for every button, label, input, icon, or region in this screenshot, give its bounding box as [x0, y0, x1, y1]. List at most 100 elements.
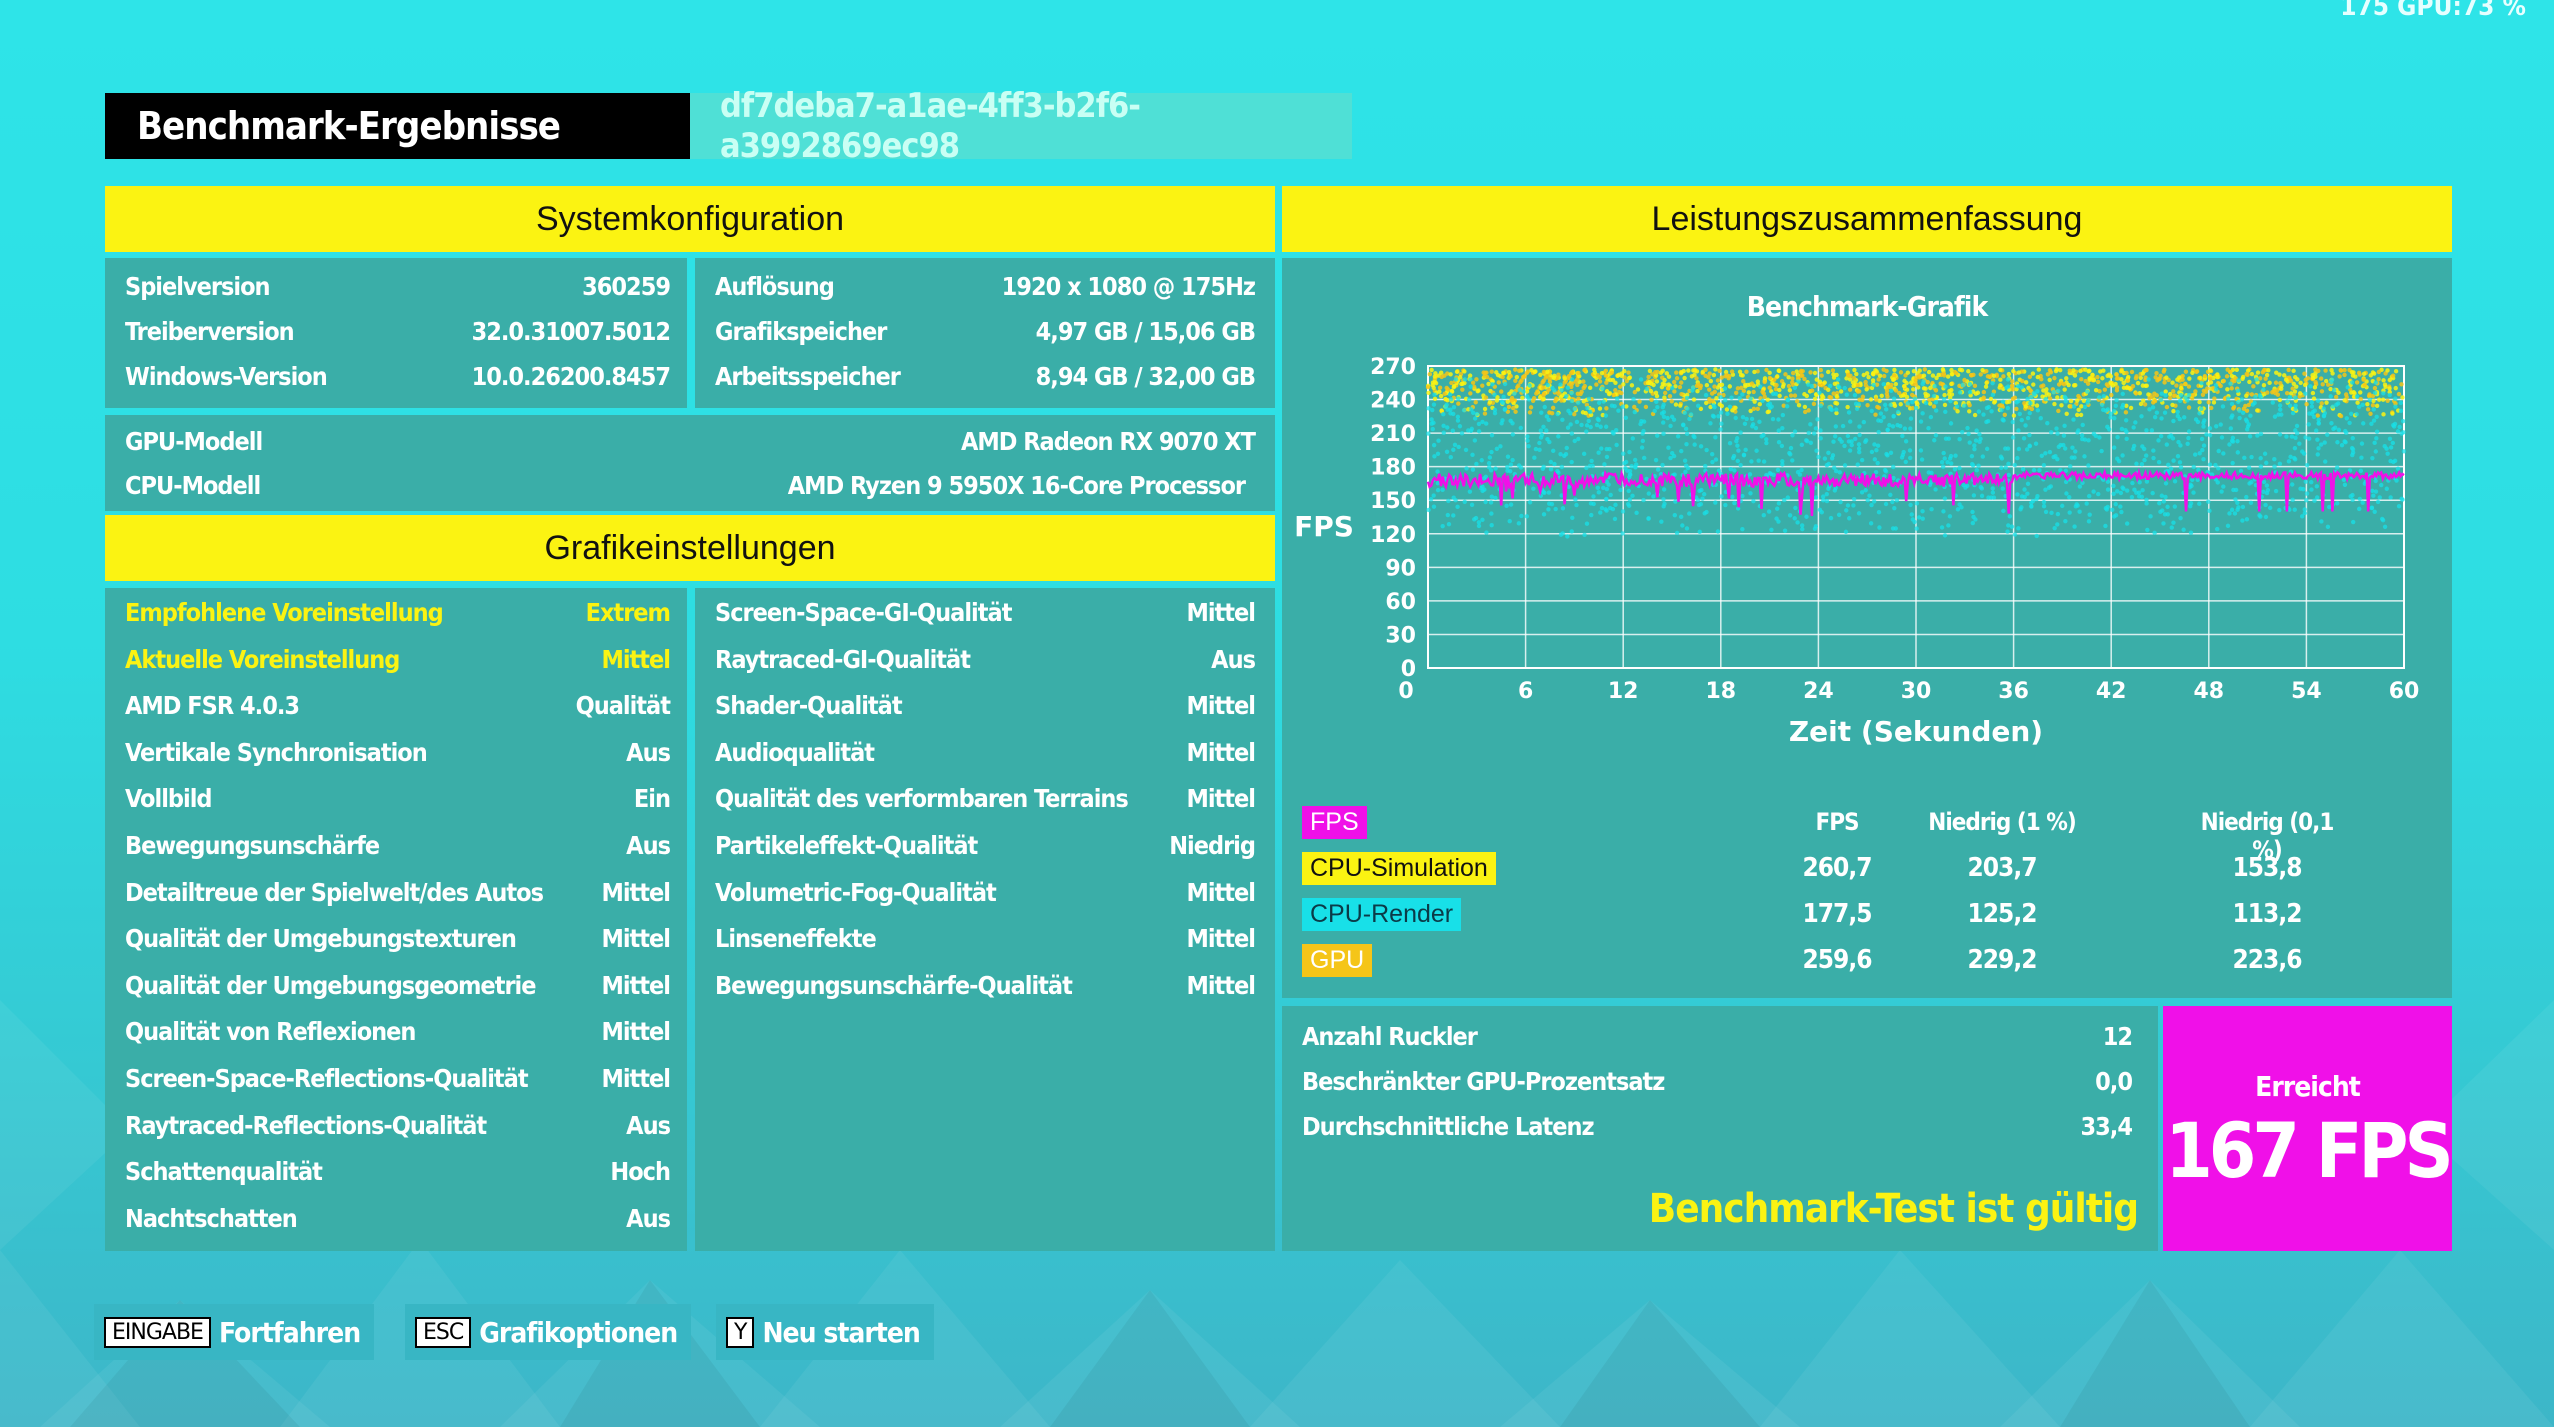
scatter-point [1614, 427, 1619, 433]
y-tick-label: 180 [1370, 456, 1416, 481]
scatter-point [1766, 509, 1772, 514]
scatter-point [1448, 397, 1454, 402]
scatter-point [1559, 398, 1564, 403]
scatter-point [1984, 446, 1990, 452]
scatter-point [1792, 385, 1798, 390]
scatter-point [1972, 412, 1978, 418]
scatter-point [1537, 447, 1542, 453]
scatter-point [2342, 398, 2347, 403]
scatter-point [1473, 400, 1478, 405]
scatter-point [2190, 477, 2195, 482]
scatter-point [2294, 384, 2299, 389]
cpu-row: CPU-Modell AMD Ryzen 9 5950X 16-Core Proc… [125, 471, 1246, 500]
scatter-point [1727, 404, 1733, 410]
spec-value: 8,94 GB / 32,00 GB [1035, 362, 1256, 391]
scatter-point [1885, 384, 1891, 390]
scatter-point [2342, 372, 2347, 378]
scatter-point [2227, 511, 2232, 516]
graphics-options-button[interactable]: ESC Grafikoptionen [405, 1304, 692, 1360]
setting-value: Mittel [1186, 970, 1256, 1000]
scatter-point [2373, 489, 2379, 494]
scatter-point [1524, 514, 1530, 519]
scatter-point [1565, 385, 1571, 390]
scatter-point [1833, 468, 1839, 474]
scatter-point [1426, 507, 1431, 513]
scatter-point [1788, 393, 1794, 398]
spec-label: Arbeitsspeicher [715, 362, 901, 391]
scatter-point [1541, 424, 1546, 430]
scatter-point [2221, 378, 2227, 384]
continue-button[interactable]: EINGABE Fortfahren [94, 1304, 375, 1360]
scatter-point [1742, 421, 1748, 427]
scatter-point [1755, 406, 1760, 412]
scatter-point [2262, 367, 2267, 373]
scatter-point [1920, 381, 1925, 387]
scatter-point [2011, 413, 2017, 418]
scatter-point [1665, 415, 1670, 421]
scatter-point [1876, 510, 1882, 515]
scatter-point [1507, 391, 1512, 396]
scatter-point [1505, 454, 1511, 459]
scatter-point [1480, 383, 1485, 388]
scatter-point [1610, 429, 1615, 435]
scatter-point [2054, 426, 2059, 431]
scatter-point [2062, 394, 2067, 400]
x-tick-label: 54 [2291, 679, 2322, 704]
scatter-point [1990, 392, 1996, 397]
scatter-point [1632, 389, 1638, 395]
scatter-point [1902, 426, 1908, 431]
scatter-point [2215, 480, 2220, 485]
scatter-point [1840, 423, 1846, 429]
scatter-point [1792, 429, 1798, 434]
scatter-point [2164, 375, 2169, 380]
restart-button[interactable]: Y Neu starten [716, 1304, 934, 1360]
scatter-point [2293, 428, 2298, 433]
scatter-point [1957, 502, 1962, 507]
scatter-point [2191, 464, 2196, 470]
scatter-point [2380, 397, 2386, 402]
scatter-point [1541, 378, 1546, 383]
y-tick-label: 0 [1401, 657, 1416, 682]
scatter-point [1594, 422, 1600, 428]
scatter-point [2242, 455, 2247, 460]
scatter-point [1706, 375, 1711, 380]
scatter-point [1916, 515, 1922, 520]
scatter-point [1756, 458, 1761, 463]
scatter-point [2355, 400, 2360, 405]
scatter-point [2291, 381, 2296, 386]
scatter-point [1594, 382, 1599, 387]
scatter-point [1990, 490, 1996, 495]
scatter-point [2019, 385, 2024, 390]
scatter-point [1627, 475, 1632, 480]
scatter-point [1762, 379, 1767, 385]
scatter-point [2323, 368, 2328, 373]
scatter-point [2044, 390, 2049, 396]
scatter-point [1441, 412, 1446, 417]
scatter-point [2293, 406, 2298, 412]
scatter-point [1812, 370, 1818, 376]
scatter-point [1661, 414, 1667, 420]
scatter-point [2201, 424, 2206, 429]
scatter-point [1846, 410, 1852, 415]
scatter-point [1912, 396, 1918, 402]
scatter-point [1941, 509, 1946, 514]
scatter-point [1920, 516, 1925, 521]
scatter-point [1430, 426, 1435, 432]
scatter-point [2361, 377, 2366, 382]
scatter-point [1853, 436, 1858, 442]
scatter-point [1568, 411, 1573, 416]
scatter-point [1861, 372, 1866, 378]
scatter-point [2135, 380, 2141, 386]
scatter-point [1749, 459, 1754, 464]
scatter-point [1692, 442, 1697, 447]
scatter-point [2255, 370, 2261, 375]
scatter-point [2372, 440, 2377, 446]
scatter-point [1456, 396, 1461, 401]
scatter-point [1847, 448, 1853, 453]
scatter-point [2191, 490, 2196, 495]
scatter-point [2076, 407, 2081, 412]
scatter-point [2318, 376, 2324, 381]
scatter-point [2163, 389, 2168, 394]
scatter-point [1672, 389, 1677, 394]
